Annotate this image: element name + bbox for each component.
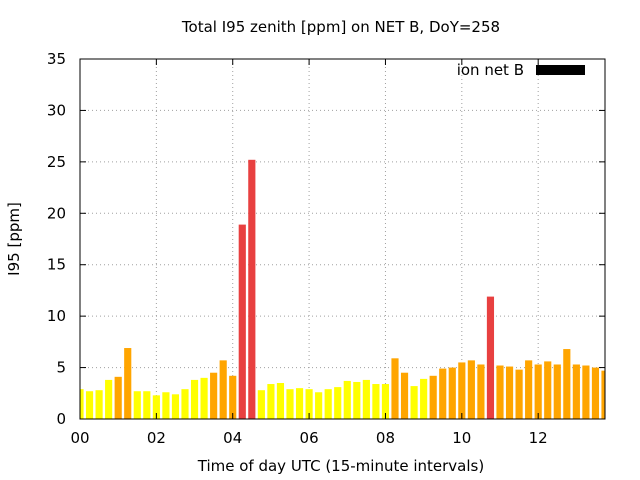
bar (448, 367, 456, 419)
plot-frame (79, 58, 606, 420)
bar (534, 364, 542, 419)
bar (362, 379, 370, 419)
x-axis-ticks: 00 02 04 06 08 10 12 (70, 59, 548, 447)
bar (477, 364, 485, 419)
bar (591, 367, 600, 419)
bar (572, 364, 580, 419)
x-tick-label: 00 (70, 429, 89, 447)
bar (400, 372, 409, 419)
bar (210, 372, 218, 419)
bar (171, 394, 180, 419)
y-tick-label: 35 (47, 50, 66, 68)
legend-swatch (536, 65, 585, 75)
chart-title: Total I95 zenith [ppm] on NET B, DoY=258 (181, 18, 500, 36)
bar (458, 362, 466, 419)
bar (410, 386, 418, 419)
y-tick-label: 10 (47, 307, 66, 325)
legend: ion net B (457, 61, 585, 79)
bar (467, 360, 475, 419)
x-tick-label: 10 (452, 429, 471, 447)
bar (248, 159, 256, 420)
bar (505, 366, 514, 419)
bar (80, 389, 84, 419)
x-tick-label: 02 (147, 429, 166, 447)
bar (563, 349, 571, 419)
bar (295, 388, 304, 419)
bar (496, 365, 504, 419)
bar (133, 391, 141, 419)
bar (143, 391, 151, 419)
legend-label: ion net B (457, 61, 524, 79)
bar (525, 360, 533, 419)
bar (353, 381, 361, 419)
bar (257, 390, 265, 419)
y-tick-label: 0 (56, 410, 66, 428)
bar (95, 390, 103, 419)
bar (515, 369, 523, 419)
bar (582, 365, 590, 419)
bar (486, 296, 495, 419)
bar (276, 383, 285, 419)
x-axis-label: Time of day UTC (15-minute intervals) (197, 457, 484, 475)
bar (162, 392, 170, 419)
bar-series (80, 159, 605, 420)
x-tick-label: 12 (529, 429, 548, 447)
bar (391, 358, 399, 419)
y-tick-label: 30 (47, 101, 66, 119)
bar (219, 360, 227, 419)
bar (601, 370, 605, 419)
y-tick-label: 15 (47, 256, 66, 274)
y-tick-label: 20 (47, 204, 66, 222)
bar (105, 379, 113, 419)
bar (544, 361, 552, 419)
bar (372, 384, 380, 419)
y-axis-ticks: 0 5 10 15 20 25 30 35 (47, 50, 605, 428)
bar (381, 384, 390, 419)
bar (305, 389, 313, 419)
bar (200, 377, 208, 419)
bar (439, 368, 447, 419)
bar (315, 392, 323, 419)
grid-lines (80, 59, 605, 419)
y-axis-label: I95 [ppm] (5, 202, 23, 276)
bar (324, 389, 332, 419)
bar (114, 376, 122, 419)
bar (124, 348, 132, 419)
x-tick-label: 08 (376, 429, 395, 447)
bar (553, 364, 561, 419)
bar (343, 380, 351, 419)
bar (190, 379, 199, 419)
bar (429, 375, 437, 419)
y-tick-label: 5 (56, 359, 66, 377)
bar (152, 395, 160, 419)
x-tick-label: 06 (300, 429, 319, 447)
bar (334, 387, 342, 419)
bar (420, 378, 428, 419)
bar (286, 389, 294, 419)
x-tick-label: 04 (223, 429, 242, 447)
y-tick-label: 25 (47, 153, 66, 171)
bar (267, 384, 275, 419)
bar (181, 389, 189, 419)
bar (85, 391, 94, 419)
bar (229, 375, 237, 419)
bar (238, 224, 246, 419)
